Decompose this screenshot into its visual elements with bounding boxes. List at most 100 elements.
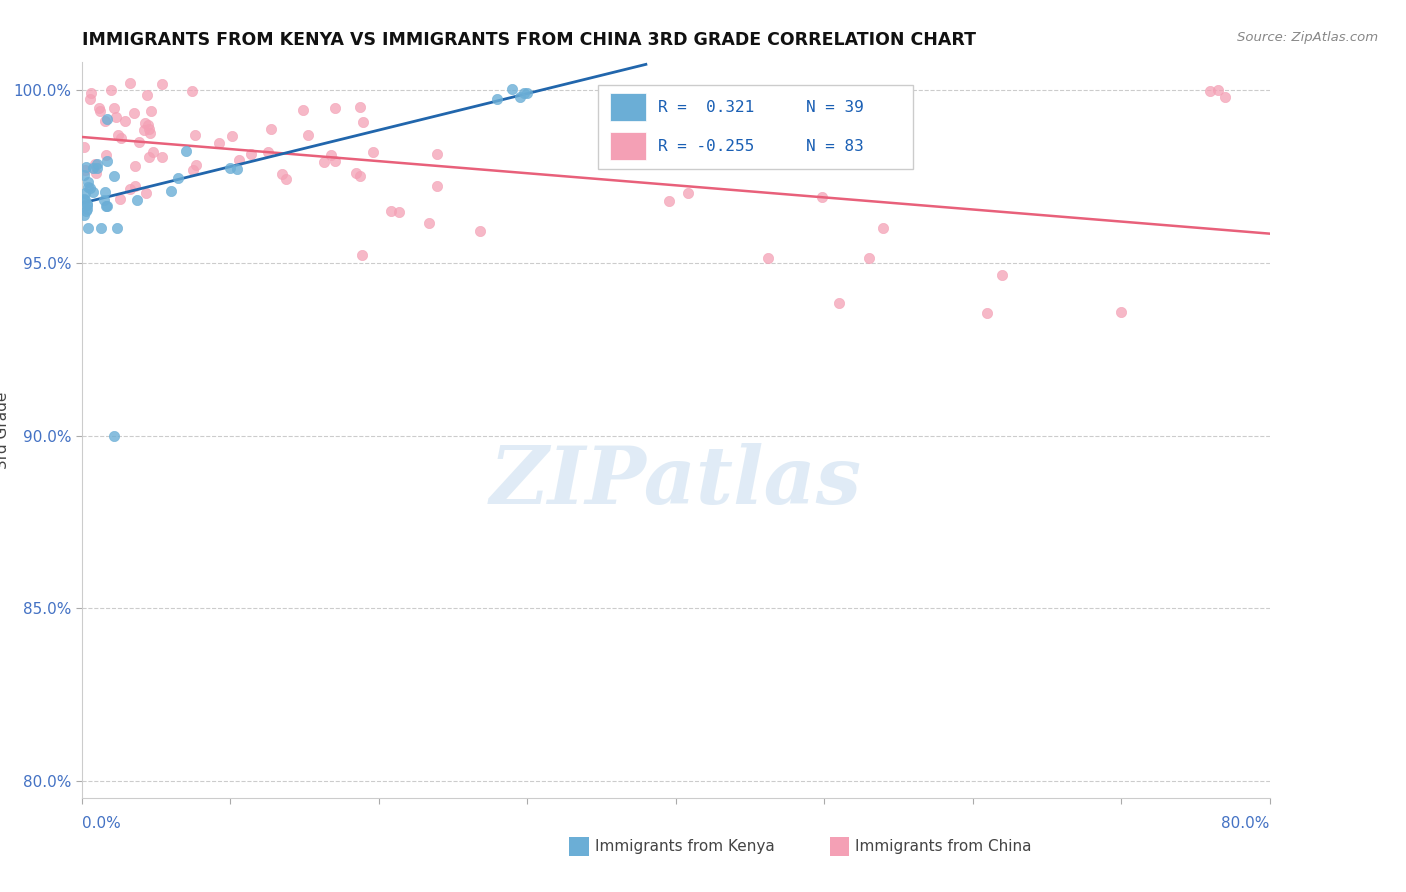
Point — [139, 126, 162, 140]
Point — [73, 140, 96, 154]
Point — [138, 122, 160, 136]
Point — [84, 157, 107, 171]
Point — [226, 161, 249, 176]
Text: R =  0.321: R = 0.321 — [658, 100, 754, 115]
Y-axis label: 3rd Grade: 3rd Grade — [0, 392, 10, 469]
Point — [79, 92, 101, 106]
FancyBboxPatch shape — [599, 85, 914, 169]
Text: N = 83: N = 83 — [806, 139, 865, 153]
Point — [150, 150, 173, 164]
Text: IMMIGRANTS FROM KENYA VS IMMIGRANTS FROM CHINA 3RD GRADE CORRELATION CHART: IMMIGRANTS FROM KENYA VS IMMIGRANTS FROM… — [82, 31, 976, 49]
Point — [73, 193, 96, 207]
Point — [103, 169, 125, 183]
Point — [1206, 83, 1229, 97]
FancyBboxPatch shape — [610, 94, 645, 121]
Point — [134, 123, 156, 137]
Point — [349, 100, 371, 114]
Point — [134, 116, 156, 130]
Point — [1109, 305, 1132, 319]
Point — [181, 163, 204, 178]
Point — [139, 103, 162, 118]
Point — [94, 148, 117, 162]
Point — [86, 156, 108, 170]
Point — [114, 114, 136, 128]
Text: 0.0%: 0.0% — [82, 816, 121, 830]
Point — [77, 221, 100, 235]
Point — [73, 168, 96, 182]
Point — [418, 216, 440, 230]
Point — [124, 159, 146, 173]
Point — [142, 145, 165, 159]
Point — [513, 87, 536, 101]
Point — [84, 166, 107, 180]
Point — [128, 135, 150, 149]
Text: Immigrants from Kenya: Immigrants from Kenya — [595, 839, 775, 854]
Point — [75, 204, 97, 219]
Point — [103, 428, 125, 442]
Point — [828, 296, 851, 310]
Point — [103, 101, 125, 115]
Point — [509, 90, 531, 104]
Point — [676, 186, 699, 200]
Point — [257, 145, 280, 159]
Point — [73, 208, 96, 222]
Point — [344, 166, 367, 180]
Point — [271, 167, 294, 181]
Point — [105, 110, 128, 124]
Point — [858, 251, 880, 265]
Point — [872, 221, 894, 235]
Point — [108, 192, 131, 206]
Point — [89, 101, 111, 115]
Point — [352, 114, 374, 128]
Point — [669, 125, 692, 139]
Point — [758, 251, 780, 265]
Point — [135, 88, 157, 103]
Text: N = 39: N = 39 — [806, 100, 865, 115]
Point — [120, 181, 142, 195]
Point — [76, 197, 98, 211]
Point — [426, 179, 449, 194]
Point — [349, 169, 371, 183]
Point — [219, 161, 242, 176]
Point — [350, 248, 373, 262]
Text: R = -0.255: R = -0.255 — [658, 139, 754, 153]
Point — [94, 198, 117, 212]
Point — [136, 118, 159, 132]
Point — [80, 86, 103, 100]
Point — [1199, 84, 1222, 98]
Point — [79, 181, 101, 195]
Point — [82, 161, 104, 176]
Point — [110, 131, 132, 145]
Point — [239, 146, 262, 161]
Point — [184, 158, 207, 172]
Point — [124, 178, 146, 193]
Point — [260, 122, 283, 136]
Point — [122, 105, 145, 120]
Point — [94, 185, 117, 199]
Point — [221, 129, 243, 144]
Text: ZIPatlas: ZIPatlas — [489, 443, 862, 521]
Point — [486, 92, 509, 106]
FancyBboxPatch shape — [610, 132, 645, 161]
Point — [516, 86, 538, 100]
Text: 80.0%: 80.0% — [1222, 816, 1270, 830]
Point — [363, 145, 385, 160]
Point — [75, 160, 97, 174]
Point — [76, 180, 98, 194]
Point — [150, 77, 173, 91]
Point — [76, 175, 98, 189]
Point — [380, 203, 402, 218]
Point — [319, 148, 342, 162]
Point — [75, 163, 97, 178]
Point — [274, 171, 297, 186]
Point — [93, 193, 115, 207]
Point — [167, 171, 190, 186]
Point — [174, 145, 197, 159]
Point — [325, 101, 347, 115]
Text: Immigrants from China: Immigrants from China — [855, 839, 1032, 854]
Point — [75, 186, 97, 201]
Point — [89, 103, 111, 118]
Point — [183, 128, 205, 143]
Text: Source: ZipAtlas.com: Source: ZipAtlas.com — [1237, 31, 1378, 45]
Point — [90, 221, 112, 235]
